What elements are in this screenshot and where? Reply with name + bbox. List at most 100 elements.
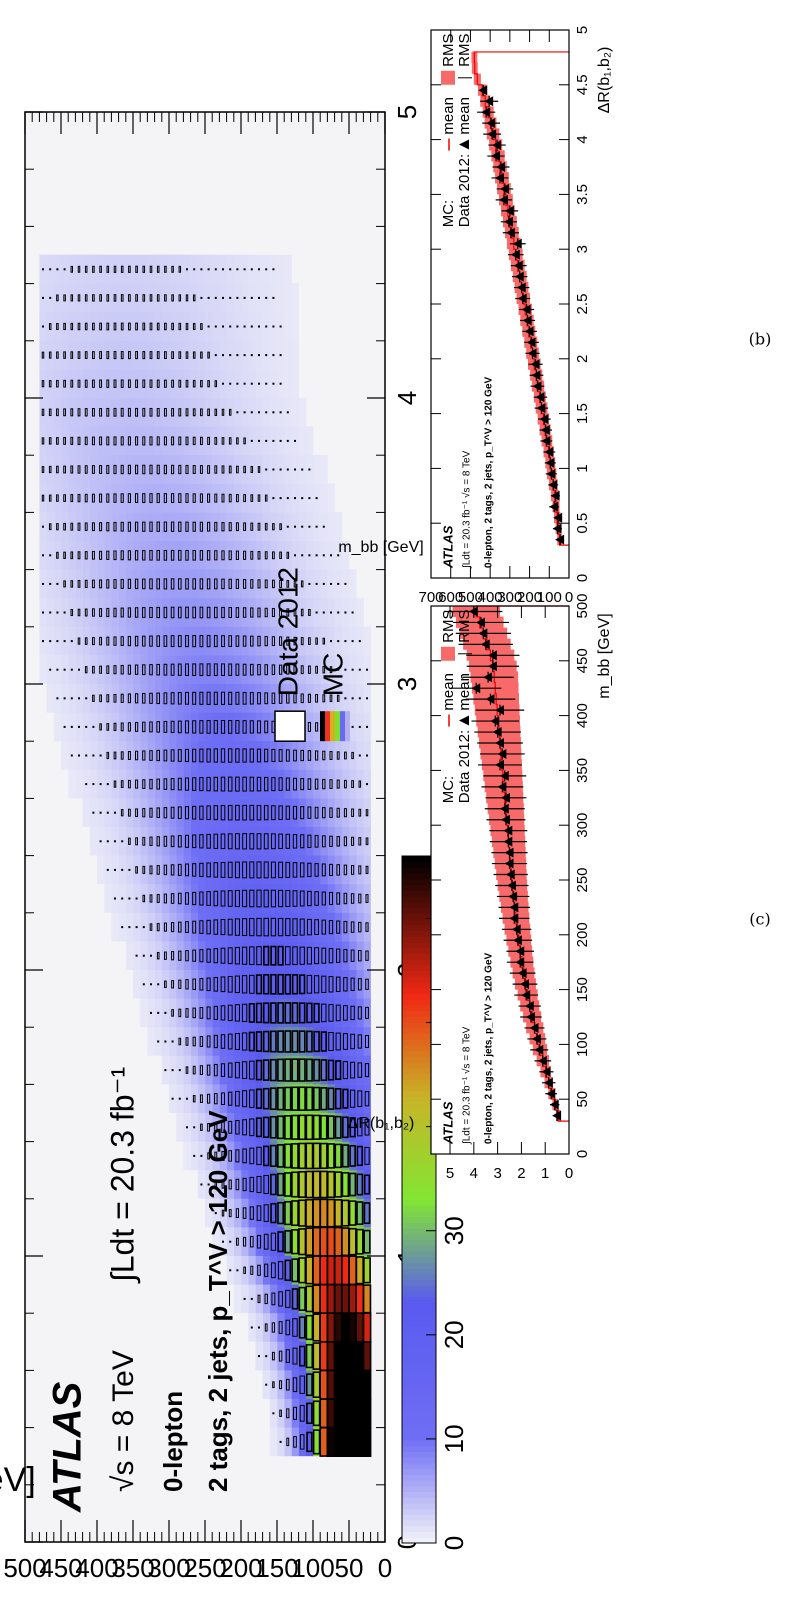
mc-cell [125,397,134,427]
data-point [483,672,493,683]
mc-cell [154,426,163,456]
data-box [221,1209,225,1217]
mc-cell [219,712,227,742]
mc-cell [334,798,343,827]
data-dot [286,439,289,442]
data-dot [99,783,102,786]
data-box [199,606,204,619]
data-box [277,1115,285,1140]
data-box [234,889,240,908]
mc-cell [356,1341,364,1371]
data-box [128,322,131,331]
mc-cell [169,769,177,799]
data-dot [272,411,275,414]
mc-cell [291,569,299,599]
mc-cell [291,855,299,885]
data-box [163,606,168,619]
data-dot [351,725,354,728]
data-box [70,465,74,474]
data-point [546,468,556,479]
data-box [184,720,190,734]
mc-cell [298,826,307,856]
data-box [271,579,275,589]
mc-cell [248,454,256,484]
data-box [300,778,305,791]
mc-cell [313,1341,321,1371]
data-box [77,465,81,474]
mc-cell [233,683,242,713]
mc-cell [75,512,83,541]
data-box [63,408,66,417]
mc-cell [262,1255,271,1285]
data-box [272,551,275,560]
legend-mc-rms-swatch [441,70,455,85]
data-dot [42,582,44,585]
mc-cell [212,912,220,942]
mc-cell [277,1284,285,1314]
mc-cell [313,1284,321,1314]
data-box [257,1264,261,1276]
mc-cell [255,483,263,513]
mc-cell [161,512,170,541]
colorbar-cell [402,1245,436,1252]
mc-cell [75,483,83,513]
data-box [350,865,355,875]
mc-cell [82,512,91,541]
data-box [242,776,247,792]
data-box [199,663,204,677]
mc-cell [233,855,242,885]
mc-cell [341,769,350,799]
data-box [185,663,189,676]
data-box [120,693,124,703]
mc-cell [356,826,364,856]
data-box [135,866,138,874]
data-box [214,521,218,532]
data-box [220,861,226,878]
mc-cell [183,1141,191,1171]
mc-cell [269,655,278,684]
data-box [163,493,168,504]
selection-label: 2 tags, 2 jets, p_T^V > 120 GeV [203,1110,233,1492]
data-box [199,550,204,561]
colorbar-cell [402,930,436,937]
mc-cell [205,826,213,856]
mc-cell [205,1198,213,1228]
mc-cell [349,1427,357,1457]
mc-cell [205,1141,213,1171]
data-box [213,1005,218,1020]
data-dot [243,354,246,357]
data-box [284,1086,292,1111]
mc-cell [61,426,69,456]
mc-cell [111,283,119,313]
data-box [149,692,153,704]
data-box [77,608,81,617]
mc-cell [219,969,227,999]
data-box [127,436,131,446]
data-box [56,294,59,302]
mc-cell [284,798,292,827]
mc-cell [125,340,134,370]
data-box [293,749,297,762]
colorbar-frame [401,855,437,1544]
data-box [334,1115,342,1139]
mc-cell [212,1141,220,1171]
data-box [127,722,131,732]
colorbar-cell [402,1279,436,1286]
mc-cell [327,969,335,999]
mc-cell [104,883,112,913]
data-box [358,865,362,875]
mc-cell [233,1284,242,1314]
colorbar-cell [402,1480,436,1487]
data-box [358,780,362,788]
data-box [228,465,232,474]
y-tick-label: 250 [183,1553,226,1583]
data-point [504,847,514,858]
data-box [257,551,261,560]
data-dot [337,611,340,614]
mc-cell [219,569,227,599]
mc-cell [183,769,191,799]
data-box [236,465,239,474]
data-box [285,805,290,820]
data-point [487,129,497,140]
mc-cell [147,740,155,770]
